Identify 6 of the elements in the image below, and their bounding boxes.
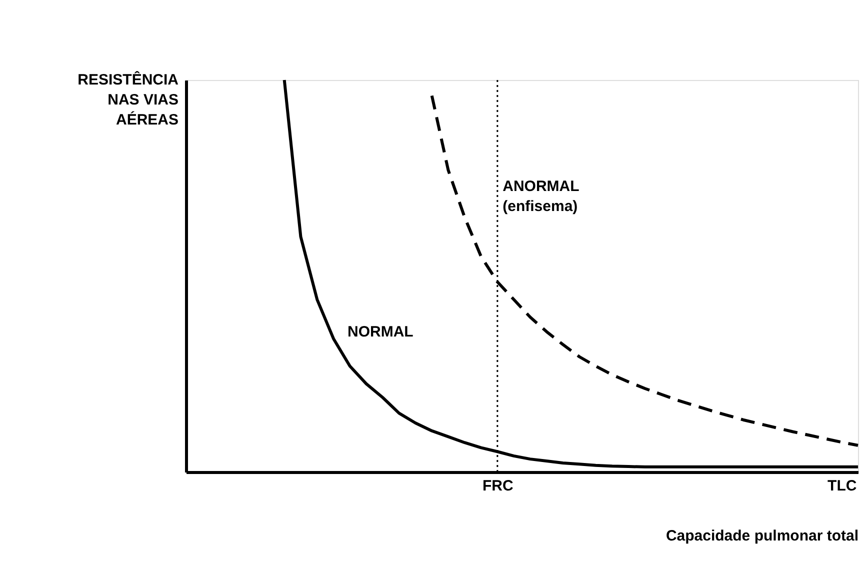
x-axis-title: Capacidade pulmonar total — [666, 528, 858, 544]
text: ANORMAL (enfisema) — [502, 178, 580, 216]
series-label: NORMAL — [348, 324, 414, 341]
y-axis-title: RESISTÊNCIA NAS VIAS AÉREAS — [78, 70, 179, 128]
x-tick-label: FRC — [482, 478, 514, 494]
x-tick-label: TLC — [828, 478, 857, 494]
